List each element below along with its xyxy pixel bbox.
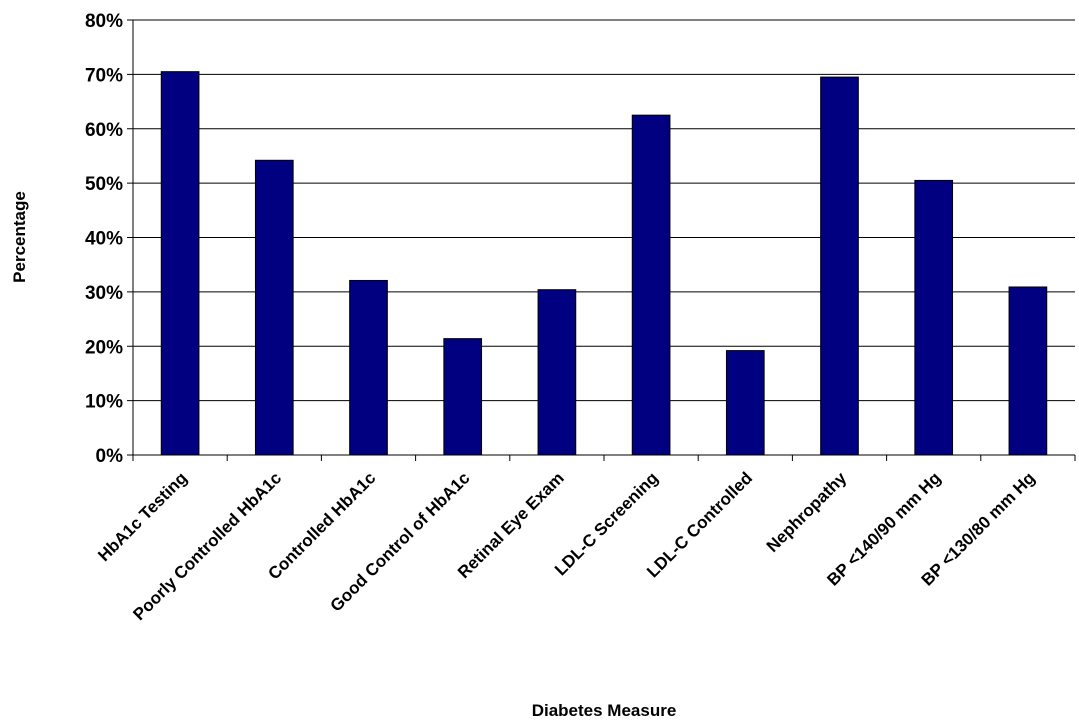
bar	[820, 76, 859, 456]
bar	[914, 179, 954, 456]
y-tick-label: 50%	[85, 174, 123, 195]
axes	[127, 19, 1076, 461]
x-tick-label: HbA1c Testing	[94, 468, 191, 565]
y-tick-label: 40%	[85, 229, 123, 250]
x-tick-label: LDL-C Controlled	[643, 468, 756, 581]
y-tick-label: 10%	[85, 392, 123, 413]
bar	[537, 289, 577, 456]
bar	[1008, 286, 1048, 456]
x-axis-title: Diabetes Measure	[532, 701, 677, 720]
bar	[254, 159, 294, 456]
bars	[160, 71, 1048, 456]
y-tick-labels: 0% 10% 20% 30% 40% 50% 60% 70% 80%	[85, 11, 123, 467]
y-tick-label: 70%	[85, 65, 123, 86]
bar	[160, 71, 200, 456]
bar	[725, 350, 765, 456]
y-tick-label: 20%	[85, 337, 123, 358]
y-tick-label: 60%	[85, 120, 123, 141]
x-tick-label: Nephropathy	[763, 468, 851, 556]
bar	[443, 338, 483, 456]
y-tick-label: 30%	[85, 283, 123, 304]
y-axis-title: Percentage	[10, 191, 29, 283]
bar	[631, 114, 671, 456]
bar	[349, 279, 388, 456]
x-tick-label: LDL-C Screening	[551, 468, 662, 579]
y-tick-label: 80%	[85, 11, 123, 32]
y-tick-label: 0%	[96, 446, 124, 467]
